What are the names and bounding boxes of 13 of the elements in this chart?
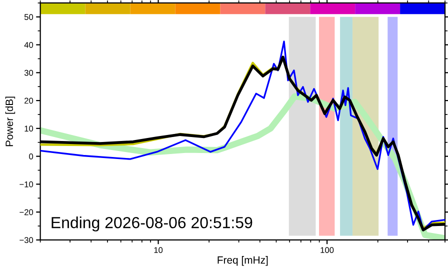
y-tick-label: 10 bbox=[24, 126, 34, 132]
x-tick-label: 100 bbox=[320, 247, 334, 254]
y-tick-label: 20 bbox=[24, 98, 34, 104]
annotation: Ending 2026-08-06 20:51:59 bbox=[52, 216, 252, 232]
y-axis-title: Power [dB] bbox=[5, 96, 16, 146]
y-tick-label: −30 bbox=[20, 237, 34, 244]
y-tick-label: 30 bbox=[24, 70, 34, 76]
y-tick-label: 40 bbox=[24, 42, 34, 48]
y-tick-label: −20 bbox=[20, 209, 34, 216]
y-tick-label: 50 bbox=[24, 14, 34, 20]
x-axis-title: Freq [mHz] bbox=[218, 256, 268, 266]
y-tick-label: 0 bbox=[29, 154, 34, 160]
y-tick-label: −10 bbox=[20, 181, 34, 188]
